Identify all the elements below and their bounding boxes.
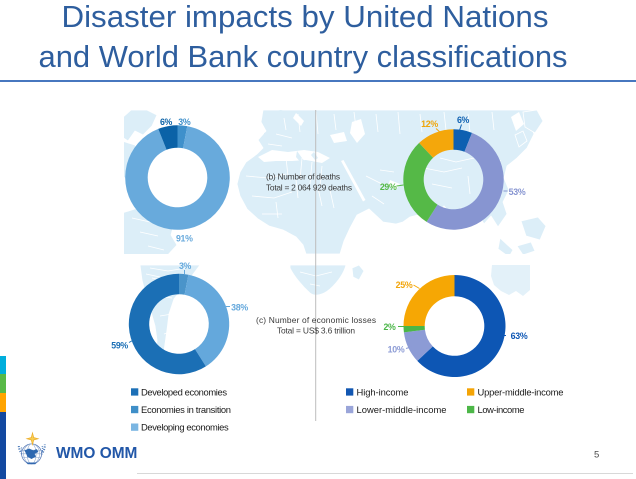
svg-text:Lower-middle-income: Lower-middle-income <box>357 404 447 415</box>
svg-text:Developed economies: Developed economies <box>141 386 227 397</box>
svg-text:(b) Number of deaths: (b) Number of deaths <box>266 172 340 182</box>
svg-text:59%: 59% <box>111 341 128 351</box>
svg-text:Economies in transition: Economies in transition <box>141 404 231 415</box>
svg-text:High-income: High-income <box>357 386 409 397</box>
svg-text:5: 5 <box>594 450 599 461</box>
svg-text:53%: 53% <box>509 187 526 197</box>
svg-text:91%: 91% <box>176 234 193 244</box>
svg-text:and World Bank country classif: and World Bank country classifications <box>39 39 568 74</box>
svg-text:38%: 38% <box>231 303 248 313</box>
svg-text:(c) Number of economic losses: (c) Number of economic losses <box>256 315 376 325</box>
svg-text:Disaster impacts by United Nat: Disaster impacts by United Nations <box>62 0 549 34</box>
svg-text:25%: 25% <box>396 280 413 290</box>
svg-text:Upper-middle-income: Upper-middle-income <box>478 386 564 397</box>
svg-text:63%: 63% <box>511 331 528 341</box>
svg-text:10%: 10% <box>388 345 405 355</box>
svg-text:Total = 2 064 929 deaths: Total = 2 064 929 deaths <box>266 183 352 193</box>
svg-text:3%: 3% <box>178 117 191 127</box>
svg-text:6%: 6% <box>160 117 173 127</box>
svg-text:Low-income: Low-income <box>478 404 525 415</box>
svg-text:29%: 29% <box>380 182 397 192</box>
svg-text:WMO OMM: WMO OMM <box>56 445 137 462</box>
svg-text:6%: 6% <box>457 115 470 125</box>
svg-text:3%: 3% <box>179 261 192 271</box>
svg-text:Developing economies: Developing economies <box>141 422 229 433</box>
svg-text:12%: 12% <box>421 119 438 129</box>
svg-text:Total = US$ 3.6 trillion: Total = US$ 3.6 trillion <box>277 326 355 336</box>
svg-text:2%: 2% <box>383 322 396 332</box>
